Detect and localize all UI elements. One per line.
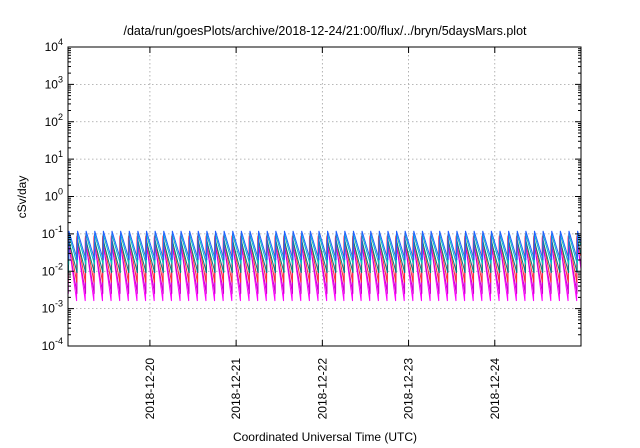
y-tick-exponent: -1 xyxy=(55,224,63,234)
y-tick-label: 104 xyxy=(45,37,63,54)
y-tick-base: 10 xyxy=(45,77,59,91)
x-tick-label: 2018-12-22 xyxy=(315,358,329,420)
series-line xyxy=(67,235,582,283)
y-tick-exponent: -3 xyxy=(55,299,63,309)
y-tick-label: 103 xyxy=(45,74,63,91)
x-axis-label: Coordinated Universal Time (UTC) xyxy=(233,430,417,444)
y-tick-exponent: -2 xyxy=(55,261,63,271)
chart-title: /data/run/goesPlots/archive/2018-12-24/2… xyxy=(123,24,527,38)
y-tick-base: 10 xyxy=(45,40,59,54)
y-tick-base: 10 xyxy=(42,227,56,241)
y-tick-label: 10-4 xyxy=(42,336,63,353)
y-tick-label: 101 xyxy=(45,149,63,166)
y-tick-label: 10-1 xyxy=(42,224,63,241)
y-tick-exponent: -4 xyxy=(55,336,63,346)
y-tick-label: 100 xyxy=(45,187,63,204)
y-tick-base: 10 xyxy=(45,152,59,166)
series-line xyxy=(68,239,582,274)
y-tick-exponent: 1 xyxy=(58,149,63,159)
x-tick-label: 2018-12-21 xyxy=(229,358,243,420)
x-tick-label: 2018-12-24 xyxy=(488,358,502,420)
series-line xyxy=(67,233,581,265)
y-tick-exponent: 4 xyxy=(58,37,63,47)
y-tick-exponent: 3 xyxy=(58,74,63,84)
y-tick-base: 10 xyxy=(45,190,59,204)
y-tick-label: 10-2 xyxy=(42,261,63,278)
series-line xyxy=(67,230,582,261)
y-tick-base: 10 xyxy=(42,302,56,316)
y-tick-exponent: 0 xyxy=(58,187,63,197)
x-tick-label: 2018-12-23 xyxy=(402,358,416,420)
y-tick-label: 102 xyxy=(45,112,63,129)
series-line xyxy=(67,242,582,294)
y-axis-label: cSv/day xyxy=(15,176,29,219)
y-tick-base: 10 xyxy=(45,115,59,129)
y-tick-base: 10 xyxy=(42,339,56,353)
x-tick-label: 2018-12-20 xyxy=(143,358,157,420)
y-tick-label: 10-3 xyxy=(42,299,63,316)
y-tick-exponent: 2 xyxy=(58,112,63,122)
y-tick-base: 10 xyxy=(42,264,56,278)
